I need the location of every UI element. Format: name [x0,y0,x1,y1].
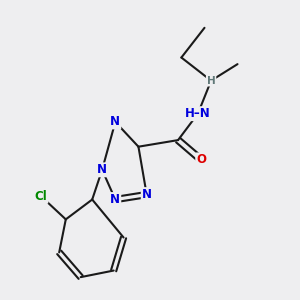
Text: O: O [196,153,206,167]
Text: Cl: Cl [34,190,47,203]
Text: N: N [110,193,120,206]
Text: H: H [207,76,215,85]
Text: N: N [142,188,152,201]
Text: N: N [110,116,120,128]
Text: N: N [97,163,107,176]
Text: H–N: H–N [185,107,211,120]
